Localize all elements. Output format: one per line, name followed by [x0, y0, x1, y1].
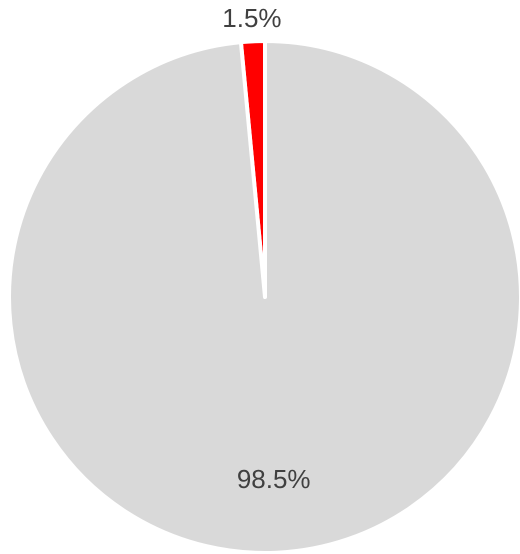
pie-slice-1 [7, 39, 520, 554]
pie-slice-label-0: 1.5% [222, 3, 281, 33]
pie-slice-label-1: 98.5% [237, 464, 311, 494]
pie-slices [7, 39, 520, 554]
pie-labels: 1.5% 98.5% [222, 3, 310, 494]
